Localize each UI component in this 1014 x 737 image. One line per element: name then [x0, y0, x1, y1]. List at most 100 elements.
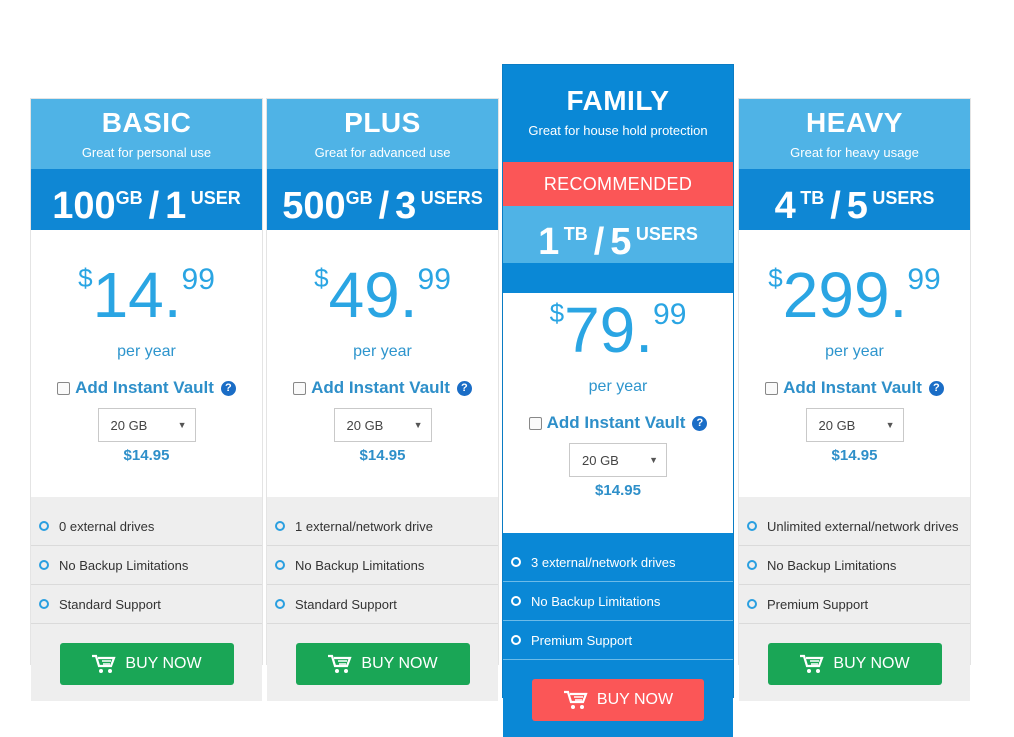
- addon-label[interactable]: Add Instant Vault: [546, 413, 686, 432]
- chevron-down-icon: ▼: [885, 420, 895, 430]
- cart-icon: [563, 690, 588, 709]
- circle-bullet-icon: [747, 599, 757, 609]
- addon-checkbox[interactable]: [293, 381, 307, 395]
- buy-now-button[interactable]: BUY NOW: [295, 643, 470, 685]
- users-label: USERS: [872, 188, 935, 208]
- addon-option[interactable]: Add Instant Vault ?: [503, 413, 733, 433]
- price-currency: $: [768, 263, 783, 293]
- plan-header: PLUS Great for advanced use: [267, 99, 498, 169]
- addon-option[interactable]: Add Instant Vault ?: [739, 378, 970, 398]
- question-icon[interactable]: ?: [692, 415, 708, 431]
- plan-body: $49.99 per year Add Instant Vault ? 20 G…: [267, 258, 498, 497]
- buy-now-label: BUY NOW: [833, 655, 910, 672]
- feature-text: No Backup Limitations: [295, 557, 425, 573]
- feature-text: 1 external/network drive: [295, 518, 434, 534]
- addon-price: $14.95: [359, 447, 406, 464]
- cart-icon: [92, 654, 117, 673]
- circle-bullet-icon: [275, 521, 285, 531]
- users-count: 1: [165, 185, 187, 227]
- plan-name: HEAVY: [806, 107, 903, 138]
- feature-item: 3 external/network drives: [503, 543, 733, 582]
- price-cents: 99: [907, 263, 941, 296]
- users-label: USERS: [420, 188, 483, 208]
- cart-icon: [328, 654, 353, 673]
- chevron-down-icon: ▼: [413, 420, 423, 430]
- addon-size-select[interactable]: 20 GB ▼: [333, 408, 432, 442]
- plan-card-basic: BASIC Great for personal use 100GB/1 USE…: [30, 98, 263, 701]
- plan-subtitle: Great for heavy usage: [790, 145, 919, 160]
- storage-amount: 1: [538, 221, 560, 263]
- addon-size-select[interactable]: 20 GB ▼: [805, 408, 904, 442]
- buy-now-button[interactable]: BUY NOW: [59, 643, 234, 685]
- addon-size-select[interactable]: 20 GB ▼: [569, 443, 667, 477]
- addon-option[interactable]: Add Instant Vault ?: [267, 378, 498, 398]
- addon-price: $14.95: [595, 482, 641, 499]
- question-icon[interactable]: ?: [220, 380, 236, 396]
- plan-header: FAMILY Great for house hold protection: [503, 65, 733, 162]
- feature-item: No Backup Limitations: [267, 546, 498, 585]
- price-cents: 99: [653, 298, 687, 331]
- buy-now-label: BUY NOW: [125, 655, 202, 672]
- plan-price: $79.99: [549, 294, 687, 366]
- plan-storage: 1 TB/5 USERS: [503, 206, 733, 263]
- addon-price: $14.95: [123, 447, 170, 464]
- storage-unit: TB: [563, 224, 588, 244]
- feature-text: Premium Support: [531, 632, 633, 648]
- plan-price: $299.99: [768, 259, 941, 331]
- circle-bullet-icon: [511, 596, 521, 606]
- feature-text: No Backup Limitations: [59, 557, 189, 573]
- price-period: per year: [825, 343, 884, 360]
- select-value: 20 GB: [582, 452, 619, 468]
- addon-checkbox[interactable]: [57, 381, 71, 395]
- addon-label[interactable]: Add Instant Vault: [311, 378, 450, 397]
- plan-name: FAMILY: [566, 85, 670, 116]
- buy-now-button[interactable]: BUY NOW: [532, 679, 704, 721]
- plan-storage: 4 TB/5 USERS: [739, 169, 970, 230]
- circle-bullet-icon: [39, 560, 49, 570]
- storage-unit: TB: [800, 188, 825, 208]
- feature-item: Premium Support: [739, 585, 970, 624]
- plan-body: $14.99 per year Add Instant Vault ? 20 G…: [31, 258, 262, 497]
- feature-list: 1 external/network drive No Backup Limit…: [267, 497, 498, 701]
- addon-checkbox[interactable]: [765, 381, 779, 395]
- feature-text: Standard Support: [295, 596, 397, 612]
- plan-body: $299.99 per year Add Instant Vault ? 20 …: [739, 258, 970, 497]
- circle-bullet-icon: [275, 599, 285, 609]
- plan-card-plus: PLUS Great for advanced use 500GB/3 USER…: [266, 98, 499, 701]
- circle-bullet-icon: [747, 560, 757, 570]
- chevron-down-icon: ▼: [177, 420, 187, 430]
- plan-subtitle: Great for advanced use: [314, 145, 451, 160]
- storage-amount: 100: [52, 185, 116, 227]
- price-integer: 14: [92, 259, 164, 331]
- price-integer: 79: [564, 294, 636, 366]
- question-icon[interactable]: ?: [928, 380, 944, 396]
- feature-item: Standard Support: [31, 585, 262, 624]
- addon-checkbox[interactable]: [528, 416, 542, 430]
- addon-label[interactable]: Add Instant Vault: [75, 378, 214, 397]
- plan-card-heavy: HEAVY Great for heavy usage 4 TB/5 USERS…: [738, 98, 971, 701]
- plan-storage: 500GB/3 USERS: [267, 169, 498, 230]
- circle-bullet-icon: [511, 557, 521, 567]
- plan-header: BASIC Great for personal use: [31, 99, 262, 169]
- plan-subtitle: Great for house hold protection: [528, 123, 708, 138]
- circle-bullet-icon: [511, 635, 521, 645]
- price-currency: $: [314, 263, 329, 293]
- addon-option[interactable]: Add Instant Vault ?: [31, 378, 262, 398]
- price-period: per year: [588, 378, 648, 395]
- addon-size-select[interactable]: 20 GB ▼: [97, 408, 196, 442]
- feature-item: Standard Support: [267, 585, 498, 624]
- plan-card-family: FAMILY Great for house hold protection R…: [502, 64, 734, 737]
- feature-list: Unlimited external/network drives No Bac…: [739, 497, 970, 701]
- addon-label[interactable]: Add Instant Vault: [783, 378, 922, 397]
- cart-icon: [800, 654, 825, 673]
- price-cents: 99: [417, 263, 451, 296]
- feature-text: Unlimited external/network drives: [767, 518, 959, 534]
- plan-name: PLUS: [344, 107, 421, 138]
- question-icon[interactable]: ?: [456, 380, 472, 396]
- buy-now-button[interactable]: BUY NOW: [767, 643, 942, 685]
- users-count: 5: [610, 221, 632, 263]
- feature-item: Unlimited external/network drives: [739, 507, 970, 546]
- circle-bullet-icon: [275, 560, 285, 570]
- select-value: 20 GB: [346, 417, 384, 433]
- users-label: USER: [190, 188, 241, 208]
